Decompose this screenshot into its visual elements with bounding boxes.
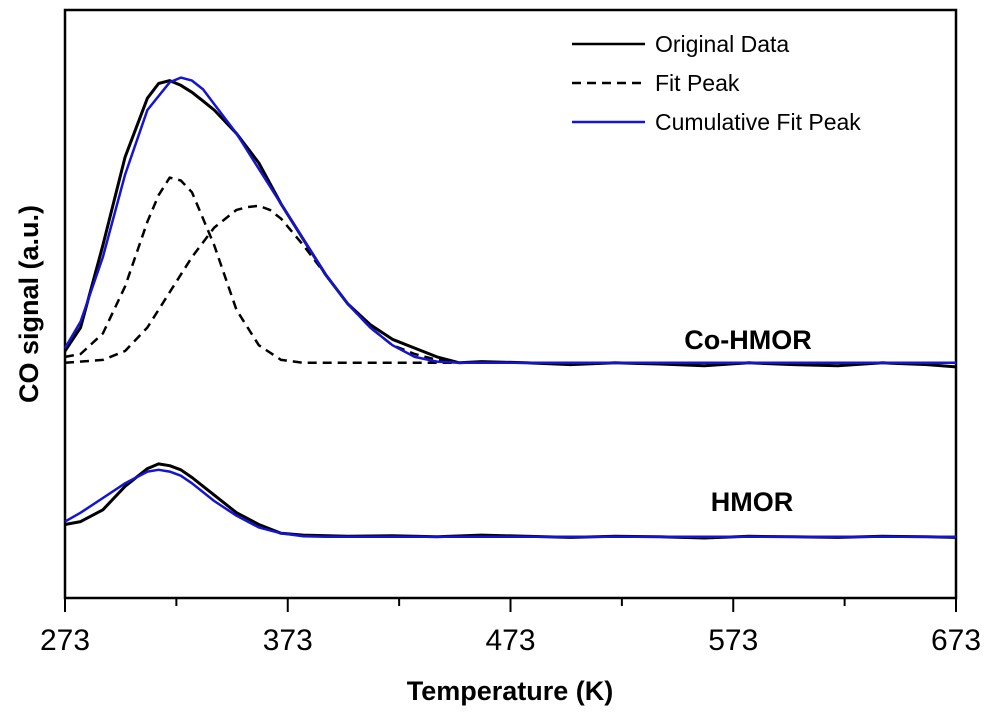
legend: Original Data Fit Peak Cumulative Fit Pe…: [572, 31, 861, 135]
x-tick-label: 373: [263, 624, 313, 657]
legend-label-cumulative-fit-peak: Cumulative Fit Peak: [655, 109, 861, 135]
series-line-co-hmor-fit-peak: [64, 204, 956, 365]
legend-label-original-data: Original Data: [655, 31, 789, 57]
x-tick-label: 673: [931, 624, 981, 657]
x-axis-title: Temperature (K): [407, 676, 614, 706]
series-line-hmor-cumulative-fit-peak: [64, 468, 956, 539]
x-tick-label: 473: [485, 624, 535, 657]
series-line-hmor-original-data: [64, 462, 957, 540]
series-line-co-hmor-fit-peak: [64, 176, 956, 365]
x-tick-label: 573: [708, 624, 758, 657]
x-tick-label: 273: [40, 624, 90, 657]
x-ticks: 273 373 473 573 673: [40, 598, 981, 657]
annotation-co-hmor: Co-HMOR: [684, 325, 811, 355]
y-axis-title: CO signal (a.u.): [14, 205, 44, 403]
series-line-co-hmor-cumulative-fit-peak: [63, 76, 956, 365]
series-layer: [63, 76, 957, 540]
annotation-hmor: HMOR: [711, 487, 794, 517]
legend-label-fit-peak: Fit Peak: [655, 70, 740, 96]
